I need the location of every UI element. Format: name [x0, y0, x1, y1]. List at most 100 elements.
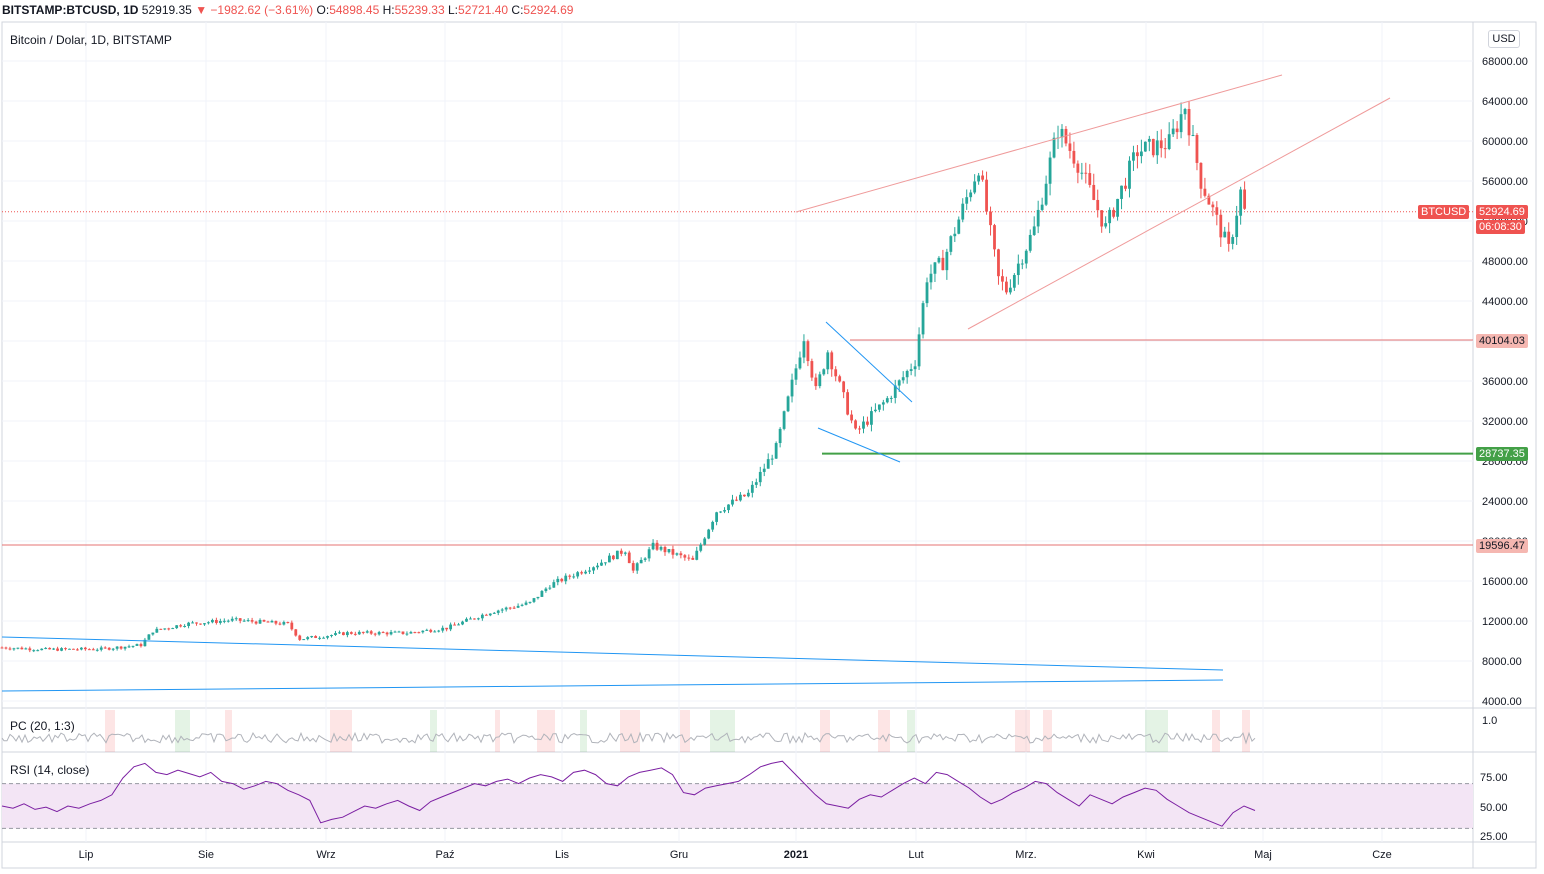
- candle-body: [822, 369, 826, 375]
- candle-body: [917, 334, 921, 367]
- candle-body: [548, 587, 552, 589]
- candle-body: [600, 562, 603, 566]
- price-badge: 52924.69: [1476, 205, 1528, 219]
- candle-body: [536, 596, 540, 599]
- candle-body: [377, 632, 381, 635]
- candle-body: [405, 633, 409, 635]
- candle-body: [234, 618, 238, 620]
- candle-body: [945, 251, 949, 271]
- price-tick-label: 56000.00: [1482, 176, 1528, 188]
- trendlines[interactable]: [1, 74, 1391, 692]
- candle-body: [1143, 141, 1147, 152]
- price-tick-label: 36000.00: [1482, 376, 1528, 388]
- candle-body: [1207, 195, 1211, 205]
- candle-body: [457, 624, 460, 626]
- open-label: O:: [316, 3, 330, 17]
- high-value: 55239.33: [394, 3, 445, 17]
- candle-body: [576, 572, 580, 577]
- candle-body: [397, 631, 401, 633]
- pc-highlight-band: [1043, 710, 1052, 752]
- candle-body: [1028, 234, 1032, 251]
- price-tick-label: 68000.00: [1482, 56, 1528, 68]
- pane-title: Bitcoin / Dolar, 1D, BITSTAMP: [10, 33, 172, 47]
- horizontal-levels[interactable]: [2, 211, 1473, 546]
- price-tick-label: 44000.00: [1482, 296, 1528, 308]
- candle-body: [858, 428, 861, 430]
- candle-body: [1044, 183, 1048, 205]
- candle-body: [1036, 209, 1040, 227]
- low-label: L:: [448, 3, 459, 17]
- candle-body: [897, 380, 901, 386]
- price-tick-label: 8000.00: [1482, 656, 1522, 668]
- candle-body: [619, 550, 623, 554]
- candle-body: [675, 553, 679, 555]
- candle-body: [87, 649, 91, 651]
- candle-body: [528, 601, 532, 603]
- candle-body: [838, 376, 842, 382]
- candle-body: [870, 411, 873, 425]
- candle-body: [167, 628, 171, 630]
- pc-highlight-band: [680, 710, 690, 752]
- candle-body: [687, 557, 691, 559]
- candle-body: [453, 624, 456, 626]
- candle-body: [12, 648, 16, 650]
- pc-highlight-band: [537, 710, 555, 752]
- candle-body: [731, 499, 734, 505]
- candle-body: [175, 625, 179, 629]
- countdown-badge: 06:08:30: [1476, 220, 1525, 234]
- candle-body: [508, 607, 512, 609]
- candle-body: [893, 385, 897, 398]
- candle-body: [477, 618, 480, 620]
- candle-body: [1108, 209, 1112, 224]
- candle-body: [1231, 237, 1235, 244]
- candle-body: [302, 639, 306, 641]
- candle-body: [365, 631, 369, 633]
- candle-body: [449, 624, 453, 630]
- candle-body: [1163, 148, 1167, 150]
- candle-body: [72, 648, 75, 650]
- candle-body: [488, 613, 492, 616]
- candle-body: [671, 549, 675, 555]
- candle-body: [179, 625, 183, 627]
- candle-body: [1088, 173, 1092, 185]
- candle-body: [1183, 109, 1187, 115]
- candle-body: [1211, 204, 1215, 208]
- candle-body: [36, 650, 40, 652]
- candle-body: [155, 628, 159, 633]
- candle-body: [207, 622, 210, 624]
- pc-line: [1, 731, 1256, 745]
- candle-body: [195, 622, 198, 624]
- candle-body: [977, 175, 981, 182]
- candle-body: [4, 647, 8, 649]
- candle-body: [1008, 287, 1012, 293]
- candle-body: [16, 647, 20, 649]
- pc-highlight-band: [225, 710, 232, 752]
- candle-body: [1096, 199, 1100, 211]
- candle-body: [981, 175, 984, 180]
- candle-body: [758, 471, 762, 483]
- candle-body: [1151, 138, 1155, 156]
- candle-body: [1005, 281, 1008, 293]
- time-tick-label: Paź: [436, 849, 455, 861]
- time-tick-label: Cze: [1372, 849, 1392, 861]
- candle-body: [790, 379, 794, 397]
- candle-body: [270, 620, 274, 623]
- candle-body: [1112, 209, 1115, 217]
- candle-body: [524, 602, 528, 605]
- level-badge-28737: 28737.35: [1476, 447, 1528, 461]
- candle-body: [961, 203, 965, 220]
- pc-highlight-band: [1145, 710, 1168, 752]
- candle-body: [1167, 134, 1171, 149]
- candle-body: [1219, 214, 1223, 238]
- candle-body: [135, 644, 139, 646]
- candle-body: [484, 614, 488, 616]
- currency-button[interactable]: USD: [1488, 30, 1520, 48]
- candle-body: [1032, 226, 1036, 235]
- candle-body: [429, 629, 433, 632]
- candle-body: [20, 647, 24, 650]
- candle-body: [441, 627, 445, 631]
- pc-indicator: [1, 710, 1256, 752]
- candle-body: [1116, 198, 1119, 217]
